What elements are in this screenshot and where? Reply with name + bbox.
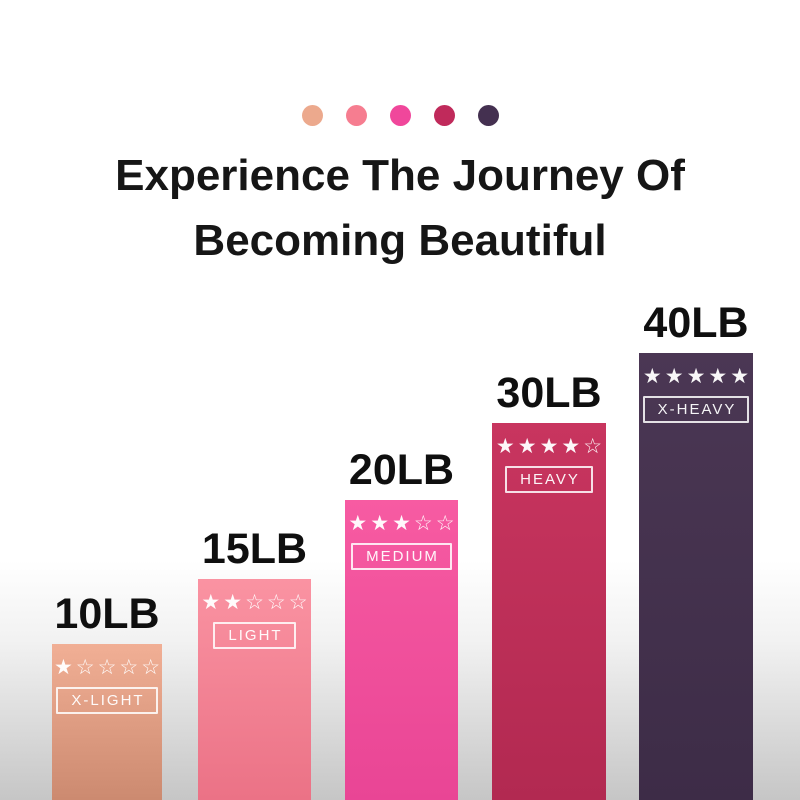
bar-30lb: ★★★★☆ HEAVY [492, 423, 606, 800]
palette-dot-x-heavy-icon [477, 105, 499, 126]
bar-10lb: ★☆☆☆☆ X-LIGHT [52, 644, 162, 800]
level-badge: X-LIGHT [56, 687, 158, 714]
bar-group-20lb: 20LB ★★★☆☆ MEDIUM [345, 449, 458, 800]
weight-label: 30LB [496, 369, 602, 417]
palette-dot-x-light-icon [301, 105, 323, 126]
weight-label: 20LB [348, 446, 455, 494]
level-badge: X-HEAVY [642, 396, 750, 423]
level-badge: MEDIUM [351, 543, 452, 570]
star-rating-icon: ★★★☆☆ [348, 512, 458, 535]
bar-40lb: ★★★★★ X-HEAVY [639, 353, 753, 800]
page-title-line2: Becoming Beautiful [193, 216, 607, 265]
level-badge: HEAVY [505, 466, 593, 493]
bar-group-10lb: 10LB ★☆☆☆☆ X-LIGHT [52, 593, 162, 800]
palette-dot-heavy-icon [433, 105, 455, 126]
palette-dot-medium-icon [389, 105, 411, 126]
page-title-line1: Experience The Journey Of [115, 151, 685, 200]
weight-label: 15LB [201, 525, 308, 573]
palette-dot-light-icon [345, 105, 367, 126]
bar-group-40lb: 40LB ★★★★★ X-HEAVY [639, 302, 753, 800]
bar-group-15lb: 15LB ★★☆☆☆ LIGHT [198, 528, 311, 800]
star-rating-icon: ★☆☆☆☆ [53, 656, 164, 679]
level-badge: LIGHT [213, 622, 296, 649]
star-rating-icon: ★★★★☆ [495, 435, 606, 458]
weight-label: 40LB [643, 299, 749, 347]
bar-20lb: ★★★☆☆ MEDIUM [345, 500, 458, 800]
star-rating-icon: ★★☆☆☆ [201, 591, 311, 614]
weight-label: 10LB [54, 590, 160, 638]
star-rating-icon: ★★★★★ [642, 365, 753, 388]
bar-15lb: ★★☆☆☆ LIGHT [198, 579, 311, 800]
bar-group-30lb: 30LB ★★★★☆ HEAVY [492, 372, 606, 800]
resistance-level-bar-chart: 10LB ★☆☆☆☆ X-LIGHT 15LB ★★☆☆☆ LIGHT 20LB… [0, 280, 800, 800]
palette-dots-row [0, 105, 800, 126]
